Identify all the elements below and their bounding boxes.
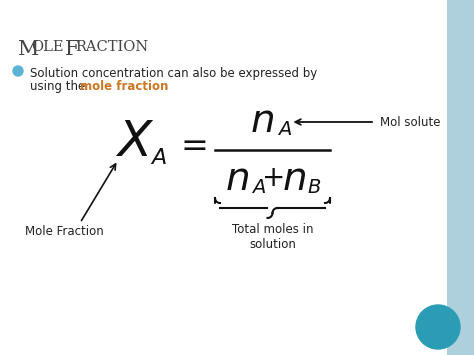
Text: using the: using the bbox=[30, 80, 89, 93]
Text: $\mathit{n}$: $\mathit{n}$ bbox=[250, 104, 274, 141]
Text: F: F bbox=[65, 40, 80, 59]
Text: M: M bbox=[18, 40, 39, 59]
Text: mole fraction: mole fraction bbox=[80, 80, 168, 93]
Text: RACTION: RACTION bbox=[75, 40, 148, 54]
Text: $+$: $+$ bbox=[261, 164, 283, 191]
Text: $=$: $=$ bbox=[173, 129, 207, 161]
Text: Solution concentration can also be expressed by: Solution concentration can also be expre… bbox=[30, 67, 317, 80]
Text: $\mathit{A}$: $\mathit{A}$ bbox=[251, 179, 266, 197]
Text: OLE: OLE bbox=[31, 40, 64, 54]
Bar bbox=[447, 0, 474, 355]
Text: $\mathit{B}$: $\mathit{B}$ bbox=[308, 179, 321, 197]
Text: Mole Fraction: Mole Fraction bbox=[25, 225, 104, 238]
Text: $\mathit{A}$: $\mathit{A}$ bbox=[150, 147, 166, 169]
Circle shape bbox=[416, 305, 460, 349]
Circle shape bbox=[13, 66, 23, 76]
Text: $\mathit{X}$: $\mathit{X}$ bbox=[115, 117, 155, 167]
Text: $\mathit{n}$: $\mathit{n}$ bbox=[283, 162, 307, 198]
Text: Total moles in
solution: Total moles in solution bbox=[232, 223, 313, 251]
Text: $\mathit{A}$: $\mathit{A}$ bbox=[277, 121, 292, 139]
Text: Mol solute: Mol solute bbox=[380, 115, 440, 129]
Text: $\mathit{n}$: $\mathit{n}$ bbox=[226, 162, 249, 198]
